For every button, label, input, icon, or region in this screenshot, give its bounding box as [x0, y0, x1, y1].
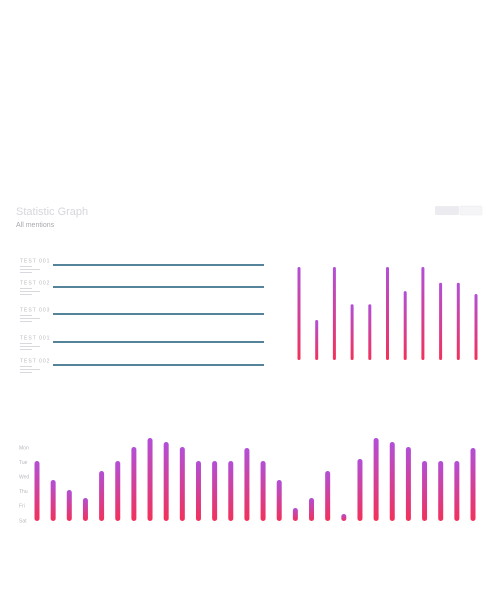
bar: [373, 438, 379, 521]
bar: [292, 508, 298, 521]
placeholder-line: [20, 272, 32, 273]
bar: [260, 461, 266, 521]
bar: [276, 480, 282, 521]
placeholder-line: [20, 372, 32, 373]
bar: [315, 320, 319, 360]
placeholder-line: [20, 291, 40, 292]
bar: [195, 461, 201, 521]
bar: [228, 461, 234, 521]
placeholder-line: [20, 369, 40, 370]
bar: [332, 267, 336, 360]
bar: [82, 498, 88, 521]
placeholder-line: [20, 266, 32, 267]
bar: [309, 498, 315, 521]
button[interactable]: [435, 206, 459, 215]
bar: [438, 461, 444, 521]
y-label: Thu: [19, 489, 28, 495]
bar: [389, 442, 395, 521]
bar: [131, 447, 137, 521]
bar: [421, 267, 425, 360]
bar: [368, 304, 372, 360]
row-label: TEST 003: [20, 307, 50, 313]
y-label: Mon: [19, 445, 29, 451]
placeholder-line: [20, 269, 40, 270]
bar: [456, 282, 460, 360]
bar: [470, 448, 476, 521]
y-label: Wed: [19, 475, 29, 481]
placeholder-line: [20, 288, 32, 289]
row-label: TEST 002: [20, 358, 50, 364]
placeholder-line: [20, 346, 40, 347]
bar: [474, 293, 478, 360]
y-label: Tue: [19, 460, 28, 466]
bar: [439, 282, 443, 360]
y-label: Fri: [19, 504, 25, 510]
bar: [386, 267, 389, 360]
placeholder-line: [20, 294, 32, 295]
bar: [163, 442, 169, 521]
bar: [357, 459, 363, 521]
subtitle: All mentions: [16, 222, 55, 229]
row-label: TEST 002: [20, 280, 50, 286]
bar: [454, 461, 460, 521]
bar: [179, 447, 185, 521]
bar: [325, 471, 331, 521]
bar: [405, 447, 411, 521]
placeholder-line: [20, 315, 32, 316]
bar: [34, 461, 40, 521]
bar: [244, 448, 250, 521]
placeholder-line: [20, 349, 32, 350]
bar: [212, 461, 218, 521]
bar: [99, 471, 105, 521]
placeholder-line: [20, 318, 40, 319]
row-label: TEST 001: [20, 335, 50, 341]
y-label: Sat: [19, 518, 27, 524]
row-label: TEST 001: [20, 258, 50, 264]
bar: [66, 490, 72, 521]
placeholder-line: [20, 321, 32, 322]
bar: [297, 267, 301, 360]
placeholder-line: [20, 366, 32, 367]
button[interactable]: [459, 205, 483, 216]
bar: [403, 291, 407, 360]
placeholder-line: [20, 343, 32, 344]
title: Statistic Graph: [16, 206, 88, 218]
bar: [422, 461, 428, 521]
bar: [341, 514, 347, 521]
bar: [115, 461, 121, 521]
bar: [147, 438, 153, 521]
bar: [50, 480, 56, 521]
bar: [350, 304, 354, 360]
